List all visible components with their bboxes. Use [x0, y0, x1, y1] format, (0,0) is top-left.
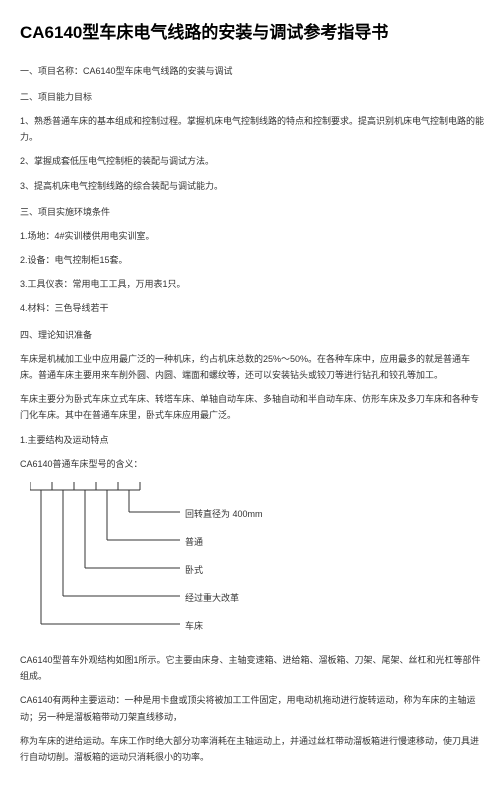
s2-p1: 1、熟悉普通车床的基本组成和控制过程。掌握机床电气控制线路的特点和控制要求。提高…: [20, 113, 484, 145]
s3-p1: 1.场地：4#实训楼供用电实训室。: [20, 228, 484, 244]
section-2-heading: 二、项目能力目标: [20, 89, 484, 105]
s4-p5: CA6140型普车外观结构如图1所示。它主要由床身、主轴变速箱、进给箱、溜板箱、…: [20, 652, 484, 684]
s2-p3: 3、提高机床电气控制线路的综合装配与调试能力。: [20, 178, 484, 194]
model-code-diagram: 回转直径为 400mm 普通 卧式 经过重大改革 车床: [30, 482, 290, 642]
s4-p2: 车床主要分为卧式车床立式车床、转塔车床、单轴自动车床、多轴自动和半自动车床、仿形…: [20, 391, 484, 423]
diagram-label-2: 普通: [185, 534, 203, 550]
s4-p7: 称为车床的进给运动。车床工作时绝大部分功率消耗在主轴运动上，并通过丝杠带动溜板箱…: [20, 733, 484, 765]
section-3-heading: 三、项目实施环境条件: [20, 204, 484, 220]
s4-p3: 1.主要结构及运动特点: [20, 432, 484, 448]
s4-p6: CA6140有两种主要运动：一种是用卡盘或顶尖将被加工工件固定，用电动机拖动进行…: [20, 692, 484, 724]
diagram-label-5: 车床: [185, 618, 203, 634]
s2-p2: 2、掌握成套低压电气控制柜的装配与调试方法。: [20, 153, 484, 169]
s4-p4: CA6140普通车床型号的含义：: [20, 456, 484, 472]
diagram-label-1: 回转直径为 400mm: [185, 506, 263, 522]
page-title: CA6140型车床电气线路的安装与调试参考指导书: [20, 18, 484, 49]
s3-p3: 3.工具仪表：常用电工工具，万用表1只。: [20, 276, 484, 292]
section-1-heading: 一、项目名称：CA6140型车床电气线路的安装与调试: [20, 63, 484, 79]
section-4-heading: 四、理论知识准备: [20, 327, 484, 343]
s3-p2: 2.设备：电气控制柜15套。: [20, 252, 484, 268]
diagram-label-3: 卧式: [185, 562, 203, 578]
s4-p1: 车床是机械加工业中应用最广泛的一种机床，约占机床总数的25%～50%。在各种车床…: [20, 351, 484, 383]
s3-p4: 4.材料：三色导线若干: [20, 300, 484, 316]
diagram-label-4: 经过重大改革: [185, 590, 239, 606]
